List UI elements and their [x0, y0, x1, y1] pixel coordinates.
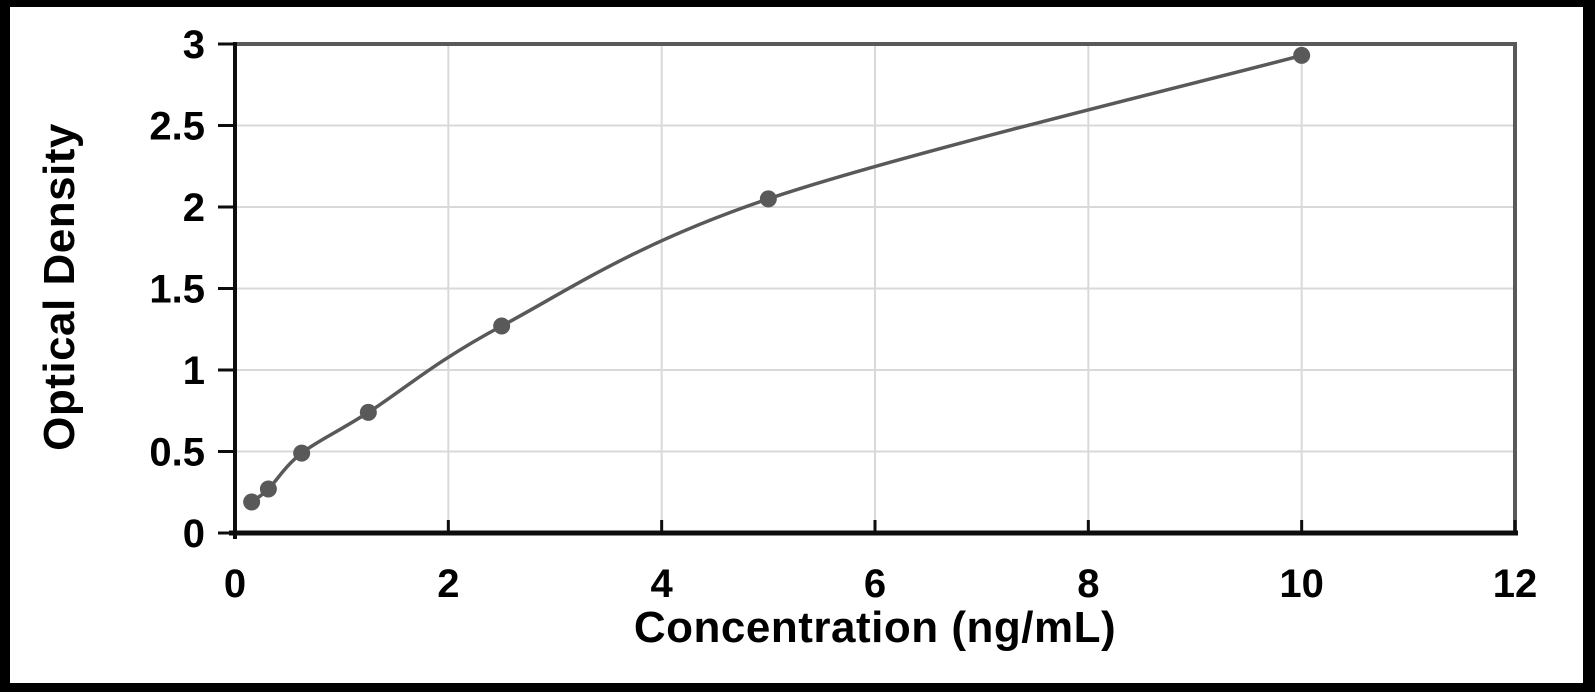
standard-curve-line	[249, 53, 1304, 504]
data-point-marker	[243, 493, 261, 511]
x-tick-label: 2	[437, 562, 459, 606]
y-tick-label: 0	[183, 512, 205, 556]
y-tick-label: 2	[183, 186, 205, 230]
data-point-marker	[359, 403, 377, 421]
x-tick-label: 12	[1493, 562, 1538, 606]
y-tick-label: 0.5	[149, 431, 205, 475]
data-point-marker	[759, 190, 777, 208]
x-tick-label: 6	[864, 562, 886, 606]
x-tick-label: 0	[224, 562, 246, 606]
y-tick-label: 3	[183, 23, 205, 67]
y-tick-label: 1	[183, 349, 205, 393]
standard-curve-plot: 0 0.5 1 1.5 2 2.5 3 0 2 4 6 8 10 12	[149, 23, 1538, 606]
data-point-marker	[259, 480, 277, 498]
y-tick-label: 2.5	[149, 105, 205, 149]
x-tick-label: 4	[651, 562, 674, 606]
data-point-marker	[1293, 46, 1311, 64]
data-point-marker	[493, 317, 511, 335]
x-tick-label: 8	[1077, 562, 1099, 606]
y-tick-label: 1.5	[149, 268, 205, 312]
x-tick-label: 10	[1279, 562, 1324, 606]
data-point-marker	[293, 444, 311, 462]
